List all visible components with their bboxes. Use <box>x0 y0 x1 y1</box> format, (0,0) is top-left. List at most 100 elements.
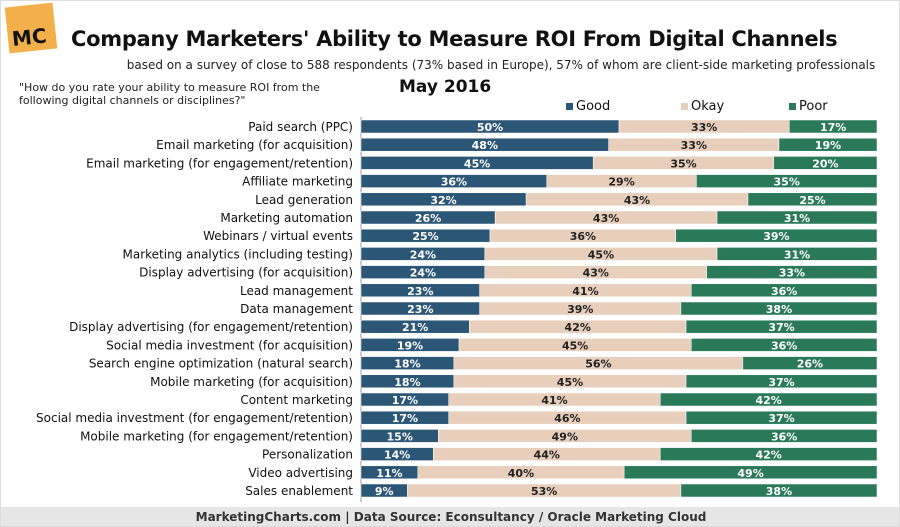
data-label: 26% <box>415 212 441 225</box>
data-label: 14% <box>384 449 410 462</box>
data-label: 9% <box>375 485 394 498</box>
data-label: 39% <box>763 230 789 243</box>
data-label: 35% <box>670 157 696 170</box>
data-label: 18% <box>394 358 420 371</box>
data-label: 21% <box>402 321 428 334</box>
category-label: Webinars / virtual events <box>203 229 353 243</box>
data-label: 33% <box>691 121 717 134</box>
bar-poor <box>685 319 878 334</box>
category-label: Lead generation <box>255 193 353 207</box>
data-label: 40% <box>508 467 534 480</box>
bar-poor <box>623 465 878 480</box>
data-label: 38% <box>766 303 792 316</box>
category-label: Email marketing (for engagement/retentio… <box>86 156 353 170</box>
data-label: 11% <box>376 467 402 480</box>
category-label: Mobile marketing (for engagement/retenti… <box>80 429 353 443</box>
data-label: 24% <box>410 267 436 280</box>
bar-poor <box>680 301 878 316</box>
bar-poor <box>690 429 878 443</box>
category-label: Video advertising <box>248 466 353 480</box>
data-label: 41% <box>541 394 567 407</box>
bar-poor <box>716 247 878 261</box>
data-label: 42% <box>565 321 591 334</box>
data-label: 39% <box>567 303 593 316</box>
data-label: 36% <box>771 285 797 298</box>
category-label: Personalization <box>262 448 353 462</box>
data-label: 31% <box>784 248 810 261</box>
data-label: 45% <box>588 248 614 261</box>
data-label: 50% <box>477 121 503 134</box>
data-label: 43% <box>624 194 650 207</box>
bar-poor <box>690 338 878 352</box>
survey-question: "How do you rate your ability to measure… <box>19 81 320 107</box>
data-label: 56% <box>585 358 611 371</box>
bar-poor <box>778 137 878 152</box>
data-label: 37% <box>768 376 794 389</box>
category-label: Mobile marketing (for acquisition) <box>150 375 353 389</box>
data-label: 24% <box>410 248 436 261</box>
category-label: Content marketing <box>240 393 353 407</box>
bar-poor <box>680 483 878 498</box>
data-label: 17% <box>392 412 418 425</box>
data-label: 32% <box>430 194 456 207</box>
data-label: 49% <box>552 430 578 443</box>
footer-source: MarketingCharts.com | Data Source: Econs… <box>1 507 899 526</box>
data-label: 15% <box>387 430 413 443</box>
data-label: 25% <box>412 230 438 243</box>
data-label: 36% <box>771 339 797 352</box>
category-label: Marketing analytics (including testing) <box>122 247 353 261</box>
bar-poor <box>706 265 878 279</box>
data-label: 35% <box>774 176 800 189</box>
data-label: 29% <box>608 176 634 189</box>
data-label: 33% <box>681 139 707 152</box>
category-label: Email marketing (for acquisition) <box>156 138 353 152</box>
data-label: 38% <box>766 485 792 498</box>
bar-poor <box>696 174 878 188</box>
data-label: 25% <box>799 194 825 207</box>
data-label: 45% <box>562 339 588 352</box>
bar-poor <box>747 192 878 207</box>
data-label: 45% <box>464 157 490 170</box>
chart-title: Company Marketers' Ability to Measure RO… <box>71 27 838 51</box>
data-label: 33% <box>779 267 805 280</box>
data-label: 19% <box>397 339 423 352</box>
data-label: 20% <box>812 157 838 170</box>
data-label: 43% <box>583 267 609 280</box>
data-label: 19% <box>815 139 841 152</box>
legend-label: Good <box>576 99 611 114</box>
data-label: 36% <box>570 230 596 243</box>
bar-poor <box>685 374 878 389</box>
legend-okay: Okay <box>681 99 724 114</box>
category-label: Display advertising (for acquisition) <box>139 266 353 280</box>
data-label: 37% <box>768 321 794 334</box>
chart-subtitle: based on a survey of close to 588 respon… <box>126 58 876 72</box>
data-label: 17% <box>820 121 846 134</box>
category-label: Lead management <box>240 284 353 298</box>
data-label: 37% <box>768 412 794 425</box>
legend-label: Poor <box>799 99 828 114</box>
bar-poor <box>660 447 878 461</box>
bar-poor <box>742 356 878 370</box>
bar-poor <box>675 228 878 243</box>
bar-poor <box>789 119 878 134</box>
category-label: Marketing automation <box>220 211 353 225</box>
category-label: Display advertising (for engagement/rete… <box>69 320 353 334</box>
data-label: 23% <box>407 303 433 316</box>
data-label: 42% <box>755 394 781 407</box>
category-label: Social media investment (for engagement/… <box>36 411 353 425</box>
legend-good: Good <box>566 99 610 114</box>
data-label: 46% <box>554 412 580 425</box>
data-label: 43% <box>593 212 619 225</box>
data-label: 18% <box>394 376 420 389</box>
data-label: 48% <box>472 139 498 152</box>
data-label: 23% <box>407 285 433 298</box>
data-label: 44% <box>534 449 560 462</box>
legend-poor: Poor <box>789 99 828 114</box>
category-label: Sales enablement <box>245 484 353 498</box>
chart-period: May 2016 <box>399 77 492 97</box>
bar-poor <box>685 410 878 425</box>
data-label: 45% <box>557 376 583 389</box>
data-label: 31% <box>784 212 810 225</box>
